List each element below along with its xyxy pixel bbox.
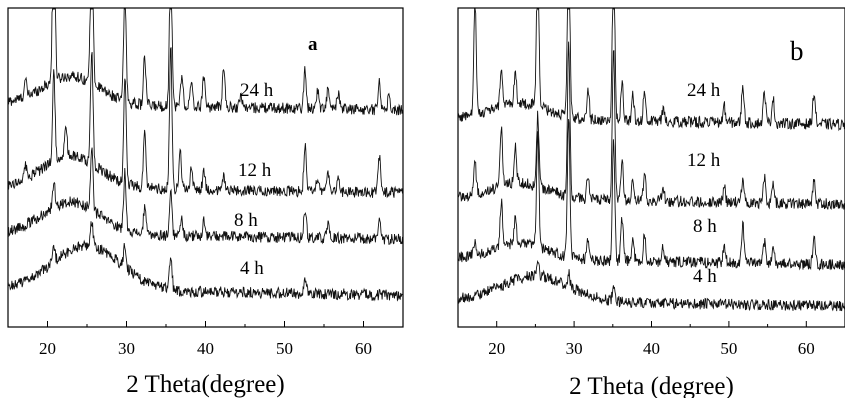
x-axis-label: 2 Theta(degree) bbox=[126, 371, 284, 398]
series-label: 24 h bbox=[240, 80, 274, 101]
x-tick-label: 30 bbox=[118, 339, 135, 358]
series-trace-12h bbox=[457, 41, 845, 210]
x-tick-label: 20 bbox=[488, 339, 505, 358]
x-tick-label: 30 bbox=[566, 339, 583, 358]
series-label: 24 h bbox=[687, 80, 721, 101]
panel-a: 20 30 40 50 60 2 Theta(degree) a 24 h 12 h 8 h 4 h bbox=[7, 7, 404, 398]
x-tick-label: 60 bbox=[798, 339, 815, 358]
series-trace-8h bbox=[7, 147, 404, 245]
panel-label: b bbox=[790, 36, 804, 66]
series-trace-4h bbox=[7, 221, 404, 302]
x-tick-label: 60 bbox=[355, 339, 372, 358]
x-tick-label: 20 bbox=[39, 339, 56, 358]
panel-b: 20 30 40 50 60 2 Theta (degree) b 24 h 12 h 8 h 4 … bbox=[457, 7, 845, 398]
plot-frame bbox=[7, 7, 404, 328]
x-tick-label: 50 bbox=[276, 339, 293, 358]
x-tick-label: 50 bbox=[720, 339, 737, 358]
series-label: 4 h bbox=[693, 266, 717, 287]
series-trace-4h bbox=[457, 259, 845, 312]
series-label: 4 h bbox=[240, 258, 264, 279]
series-trace-8h bbox=[457, 118, 845, 271]
series-trace-24h bbox=[7, 8, 404, 116]
series-label: 8 h bbox=[234, 210, 258, 231]
x-axis-label: 2 Theta (degree) bbox=[569, 373, 734, 398]
x-tick-label: 40 bbox=[643, 339, 660, 358]
series-trace-12h bbox=[7, 47, 404, 199]
x-tick-label: 40 bbox=[197, 339, 214, 358]
series-trace-24h bbox=[457, 8, 845, 132]
series-label: 8 h bbox=[693, 216, 717, 237]
series-label: 12 h bbox=[238, 160, 272, 181]
plot-frame bbox=[457, 7, 845, 328]
panel-label: a bbox=[308, 34, 318, 55]
series-label: 12 h bbox=[687, 150, 721, 171]
